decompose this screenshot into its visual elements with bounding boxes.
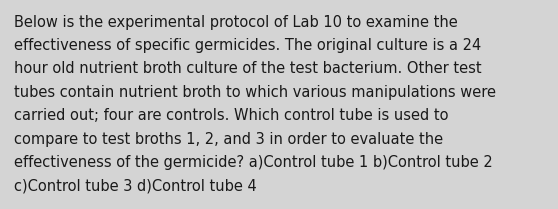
Text: carried out; four are controls. Which control tube is used to: carried out; four are controls. Which co…: [14, 108, 449, 123]
Text: tubes contain nutrient broth to which various manipulations were: tubes contain nutrient broth to which va…: [14, 85, 496, 100]
Text: c)Control tube 3 d)Control tube 4: c)Control tube 3 d)Control tube 4: [14, 178, 257, 194]
Text: hour old nutrient broth culture of the test bacterium. Other test: hour old nutrient broth culture of the t…: [14, 61, 482, 76]
Text: effectiveness of specific germicides. The original culture is a 24: effectiveness of specific germicides. Th…: [14, 38, 481, 53]
Text: effectiveness of the germicide? a)Control tube 1 b)Control tube 2: effectiveness of the germicide? a)Contro…: [14, 155, 493, 170]
Text: Below is the experimental protocol of Lab 10 to examine the: Below is the experimental protocol of La…: [14, 15, 458, 30]
Text: compare to test broths 1, 2, and 3 in order to evaluate the: compare to test broths 1, 2, and 3 in or…: [14, 132, 443, 147]
